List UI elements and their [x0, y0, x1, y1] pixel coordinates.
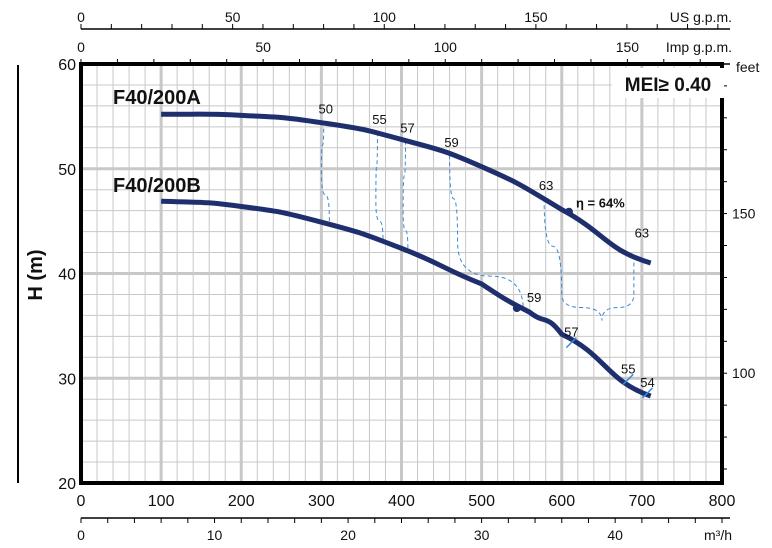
efficiency-label: 59 — [444, 135, 458, 150]
us-gpm-axis-unit-label: US g.p.m. — [670, 9, 732, 25]
efficiency-mark — [565, 337, 577, 349]
x-tick-label: 700 — [629, 493, 656, 510]
feet-tick-label: 150 — [732, 206, 756, 222]
feet-tick-label: 100 — [732, 365, 756, 381]
mei-badge: MEI≥ 0.40 — [625, 75, 711, 96]
efficiency-line — [375, 132, 384, 243]
y-tick-label: 20 — [58, 476, 76, 493]
best-efficiency-point — [564, 207, 573, 216]
best-efficiency-point — [512, 304, 521, 313]
y-tick-label: 50 — [58, 162, 76, 179]
efficiency-line — [402, 140, 409, 251]
mei-badge-bg — [612, 68, 724, 98]
y-axis-label: H (m) — [25, 249, 47, 300]
imp-gpm-axis-tick-label: 50 — [255, 39, 271, 55]
efficiency-label: 57 — [400, 120, 414, 135]
efficiency-label: 63 — [539, 178, 553, 193]
series-label: F40/200A — [113, 87, 201, 109]
annotation-label: η = 64% — [576, 196, 625, 211]
y-tick-label: 40 — [58, 267, 76, 284]
efficiency-mark — [622, 373, 634, 385]
imp-gpm-axis-unit-label: Imp g.p.m. — [666, 39, 732, 55]
y-tick-label: 30 — [58, 371, 76, 388]
x-tick-label: 600 — [548, 493, 575, 510]
x-tick-label: 400 — [388, 493, 415, 510]
x-tick-label: 0 — [77, 493, 86, 510]
imp-gpm-axis-tick-label: 100 — [434, 39, 458, 55]
x-tick-label: 500 — [468, 493, 495, 510]
imp-gpm-axis-tick-label: 150 — [616, 39, 640, 55]
m3h-axis-tick-label: 20 — [340, 527, 356, 543]
us-gpm-axis-tick-label: 150 — [524, 9, 548, 25]
x-tick-label: 800 — [709, 493, 736, 510]
m3h-axis-tick-label: 0 — [77, 527, 85, 543]
annotation-label: 57 — [564, 325, 578, 340]
us-gpm-axis-tick-label: 0 — [77, 9, 85, 25]
x-tick-label: 200 — [228, 493, 255, 510]
m3h-axis-unit-label: m³/h — [704, 527, 732, 543]
efficiency-label: 50 — [319, 102, 333, 117]
efficiency-line — [320, 121, 330, 222]
imp-gpm-axis-tick-label: 0 — [77, 39, 85, 55]
m3h-axis-tick-label: 30 — [474, 527, 490, 543]
annotation-label: 63 — [635, 225, 649, 240]
efficiency-line — [543, 198, 635, 321]
m3h-axis-tick-label: 40 — [607, 527, 623, 543]
pump-curve-F40/200A — [161, 111, 652, 266]
efficiency-mark — [641, 387, 654, 399]
feet-unit-label: feet — [736, 59, 759, 75]
us-gpm-axis-tick-label: 100 — [373, 9, 397, 25]
efficiency-label: 55 — [372, 112, 386, 127]
series-label: F40/200B — [113, 175, 201, 197]
x-tick-label: 100 — [148, 493, 175, 510]
x-tick-label: 300 — [308, 493, 335, 510]
pump-curve-F40/200B — [161, 198, 652, 399]
m3h-axis-tick-label: 10 — [207, 527, 223, 543]
annotation-label: 59 — [527, 290, 541, 305]
annotation-label: 55 — [621, 361, 635, 376]
us-gpm-axis-tick-label: 50 — [225, 9, 241, 25]
annotation-label: 54 — [640, 375, 654, 390]
y-tick-label: 60 — [58, 57, 76, 74]
